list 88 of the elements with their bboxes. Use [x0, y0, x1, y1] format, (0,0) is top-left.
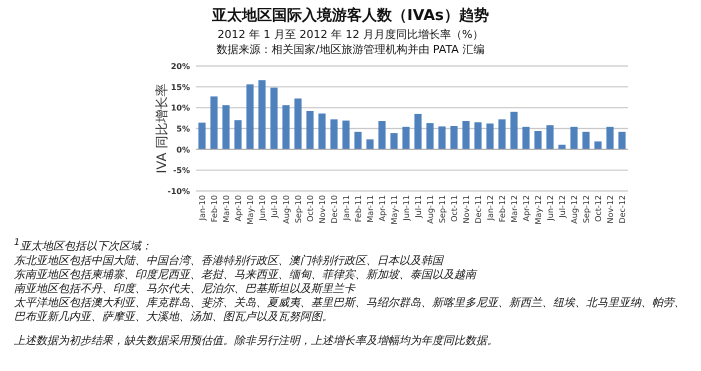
bar	[414, 114, 422, 150]
bar	[366, 139, 374, 150]
bar	[318, 114, 326, 150]
x-tick-label: Jan-10	[198, 195, 207, 222]
x-tick-label: May-11	[390, 195, 399, 224]
text: 东北亚地区包括中国大陆、中国台湾、香港特别行政区、澳门特别行政区、日本以及韩国	[14, 254, 445, 268]
x-tick-label: May-12	[534, 195, 543, 224]
bar	[570, 126, 578, 150]
bar	[618, 132, 626, 150]
x-tick-label: May-10	[246, 195, 255, 224]
bar	[546, 125, 554, 150]
bar	[498, 119, 506, 150]
y-tick-label: 0%	[176, 145, 190, 154]
bar	[510, 112, 518, 150]
bar	[438, 126, 446, 150]
chart-subtitle: 2012 年 1 月至 2012 年 12 月月度同比增长率（%）	[216, 27, 484, 42]
bar	[210, 96, 218, 150]
text: 南亚地区包括不丹、印度、马尔代夫、尼泊尔、巴基斯坦以及斯里兰卡	[14, 282, 357, 296]
x-tick-label: Jul-11	[414, 195, 423, 219]
bar	[378, 121, 386, 150]
bar	[582, 132, 590, 150]
bar	[534, 131, 542, 150]
x-tick-label: Sep-12	[582, 195, 591, 224]
x-tick-label: Aug-11	[426, 195, 435, 224]
text: 太平洋地区包括澳大利亚、库克群岛、斐济、关岛、夏威夷、基里巴斯、马绍尔群岛、新喀里多尼亚、新西兰、纽埃、北马里亚纳、帕劳、巴布亚新几内亚、萨摩亚、大溪地、汤加、图瓦卢以及瓦努阿图。	[14, 296, 686, 324]
x-tick-label: Jun-11	[402, 195, 411, 222]
x-tick-label: Apr-10	[234, 195, 243, 222]
y-tick-label: 15%	[170, 82, 190, 92]
x-tick-label: Feb-10	[210, 195, 219, 222]
bar	[294, 98, 302, 150]
bar	[486, 124, 494, 150]
bar	[462, 121, 470, 150]
bar	[222, 105, 230, 150]
bar	[234, 120, 242, 150]
bar	[522, 126, 530, 150]
x-tick-label: Oct-12	[594, 195, 603, 222]
text: 上述数据为初步结果，缺失数据采用预估值。除非另行注明，上述增长率及增幅均为年度同比数据。	[14, 334, 499, 348]
bar	[198, 122, 206, 150]
bar	[246, 84, 254, 150]
x-tick-label: Dec-12	[618, 195, 627, 224]
x-tick-label: Jun-10	[258, 195, 267, 222]
bar	[594, 141, 602, 150]
y-tick-label: -10%	[168, 187, 190, 196]
x-tick-label: Mar-10	[222, 195, 231, 223]
bar	[402, 126, 410, 150]
bar	[306, 111, 314, 150]
x-tick-label: Oct-10	[306, 195, 315, 222]
x-tick-label: Jan-11	[342, 195, 351, 222]
x-tick-label: Aug-12	[570, 195, 579, 224]
bar	[330, 119, 338, 150]
y-axis-title: IVA 同比增长率	[154, 84, 170, 174]
y-tick-label: 20%	[170, 62, 190, 71]
bar	[390, 133, 398, 150]
x-tick-label: Oct-11	[450, 195, 459, 222]
x-tick-label: Mar-11	[366, 195, 375, 223]
text: $^{1}$亚太地区包括以下次区域：	[14, 236, 153, 254]
x-tick-label: Nov-10	[318, 195, 327, 224]
x-tick-label: Jul-12	[558, 195, 567, 219]
x-tick-label: Nov-11	[462, 195, 471, 224]
x-tick-label: Sep-11	[438, 195, 447, 224]
x-tick-label: Apr-12	[522, 195, 531, 222]
x-tick-label: Sep-10	[294, 195, 303, 224]
bar	[354, 132, 362, 150]
x-tick-label: Jan-12	[486, 195, 495, 222]
x-tick-label: Dec-10	[330, 195, 339, 224]
text: 东南亚地区包括柬埔寨、印度尼西亚、老挝、马来西亚、缅甸、菲律宾、新加坡、泰国以及越南	[14, 268, 478, 282]
bar	[474, 122, 482, 150]
x-tick-label: Apr-11	[378, 195, 387, 222]
x-tick-label: Feb-11	[354, 195, 363, 222]
bar	[606, 126, 614, 150]
x-tick-label: Mar-12	[510, 195, 519, 223]
y-tick-label: 10%	[170, 104, 190, 113]
y-tick-label: 5%	[176, 124, 190, 134]
bar	[282, 105, 290, 150]
source-note: 数据来源：相关国家/地区旅游管理机构并由 PATA 汇编	[216, 42, 486, 57]
bar	[426, 123, 434, 150]
bar	[342, 120, 350, 150]
y-tick-label: -5%	[173, 166, 190, 176]
chart-title: 亚太地区国际入境游客人数（IVAs）趋势	[211, 6, 490, 25]
x-tick-label: Jun-12	[546, 195, 555, 222]
bar	[450, 126, 458, 150]
x-tick-label: Nov-12	[606, 195, 615, 224]
x-tick-label: Aug-10	[282, 195, 291, 224]
bar	[258, 80, 266, 150]
x-tick-label: Jul-10	[270, 195, 279, 219]
bar	[270, 88, 278, 150]
x-tick-label: Feb-12	[498, 195, 507, 222]
x-tick-label: Dec-11	[474, 195, 483, 224]
